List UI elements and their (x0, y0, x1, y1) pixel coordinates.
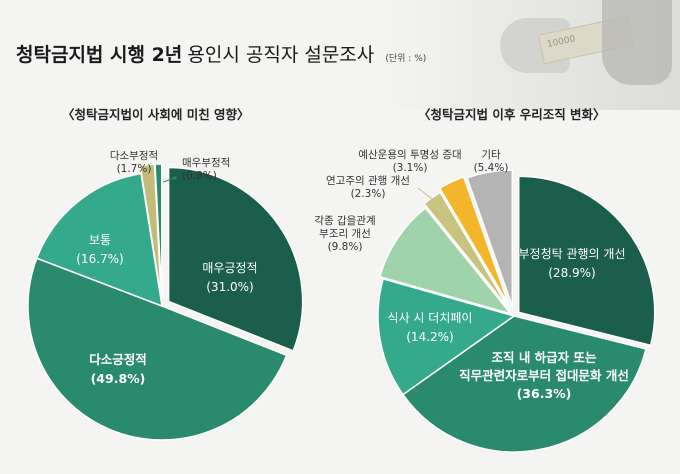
chart1-leader-dot-4 (147, 175, 151, 179)
chart2-slice-5 (423, 191, 511, 310)
chart2-label-2: 조직 내 하급자 또는 직무관련자로부터 접대문화 개선 (36.3%) (459, 350, 629, 401)
chart2-title: 〈청탁금지법 이후 우리조직 변화〉 (418, 107, 606, 122)
chart2-leader-dot-7 (489, 181, 493, 185)
chart1-label-2: 다소긍정적 (49.8%) (89, 352, 147, 386)
title-rest: 용인시 공직자 설문조사 (187, 44, 375, 66)
chart2-slice-4 (378, 206, 513, 316)
chart2-slice-3 (377, 277, 516, 396)
header-photo: 10000 (380, 0, 680, 110)
unit-label: (단위 : %) (385, 54, 427, 64)
chart2-label-7: 기타 (5.4%) (474, 149, 509, 174)
chart2-leader-5 (417, 187, 441, 206)
chart2-label-5: 연고주의 관행 개선 (2.3%) (326, 175, 410, 200)
chart1-slice-2 (27, 257, 288, 441)
chart1-label-3: 보통 (16.7%) (76, 233, 123, 266)
chart1-title: 〈청탁금지법이 사회에 미친 영향〉 (62, 107, 250, 122)
chart1-leader-5 (162, 177, 176, 183)
sleeve-shape (602, 0, 672, 85)
chart1-label-1: 매우긍정적 (31.0%) (202, 261, 257, 294)
page-title: 청탁금지법 시행 2년 용인시 공직자 설문조사 (단위 : %) (16, 40, 426, 67)
chart1-leader-dot-5 (173, 176, 177, 180)
chart1-label-5: 매우부정적 (0.8%) (182, 157, 230, 182)
chart2-label-6: 예산운용의 투명성 증대 (3.1%) (358, 148, 461, 174)
chart2-slice-1 (517, 175, 656, 347)
chart2-leader-dot-5 (438, 203, 442, 207)
chart2-label-3: 식사 시 더치페이 (14.2%) (388, 311, 473, 344)
chart2-leader-dot-6 (459, 192, 463, 196)
chart1-label-4: 다소부정적 (1.7%) (110, 150, 158, 175)
chart1-slice-5 (154, 163, 163, 299)
chart2-label-1: 부정청탁 관행의 개선 (28.9%) (519, 246, 626, 280)
title-bold: 청탁금지법 시행 2년 (16, 44, 183, 66)
chart2-label-4: 각종 갑을관계 부조리 개선 (9.8%) (314, 215, 375, 253)
chart2-slice-6 (438, 175, 510, 306)
chart1-slice-1 (167, 166, 304, 352)
chart1-slice-3 (35, 172, 163, 308)
chart2-slice-2 (401, 315, 647, 453)
chart2-slice-7 (466, 169, 514, 307)
